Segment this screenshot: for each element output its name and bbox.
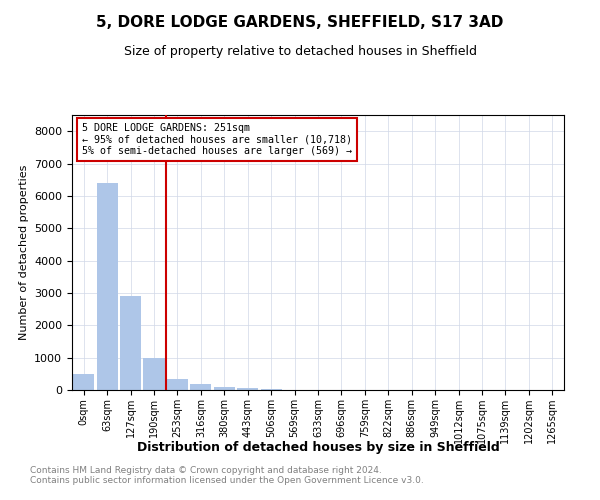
Bar: [73, 374, 94, 390]
Text: Contains HM Land Registry data © Crown copyright and database right 2024.
Contai: Contains HM Land Registry data © Crown c…: [30, 466, 424, 485]
Bar: [143, 358, 164, 390]
Text: 5 DORE LODGE GARDENS: 251sqm
← 95% of detached houses are smaller (10,718)
5% of: 5 DORE LODGE GARDENS: 251sqm ← 95% of de…: [82, 123, 352, 156]
Text: Distribution of detached houses by size in Sheffield: Distribution of detached houses by size …: [137, 441, 499, 454]
Bar: [190, 384, 211, 390]
Text: Size of property relative to detached houses in Sheffield: Size of property relative to detached ho…: [124, 45, 476, 58]
Text: 5, DORE LODGE GARDENS, SHEFFIELD, S17 3AD: 5, DORE LODGE GARDENS, SHEFFIELD, S17 3A…: [97, 15, 503, 30]
Bar: [167, 379, 188, 390]
Bar: [237, 388, 258, 390]
Y-axis label: Number of detached properties: Number of detached properties: [19, 165, 29, 340]
Bar: [97, 184, 118, 390]
Bar: [120, 296, 141, 390]
Bar: [214, 387, 235, 390]
